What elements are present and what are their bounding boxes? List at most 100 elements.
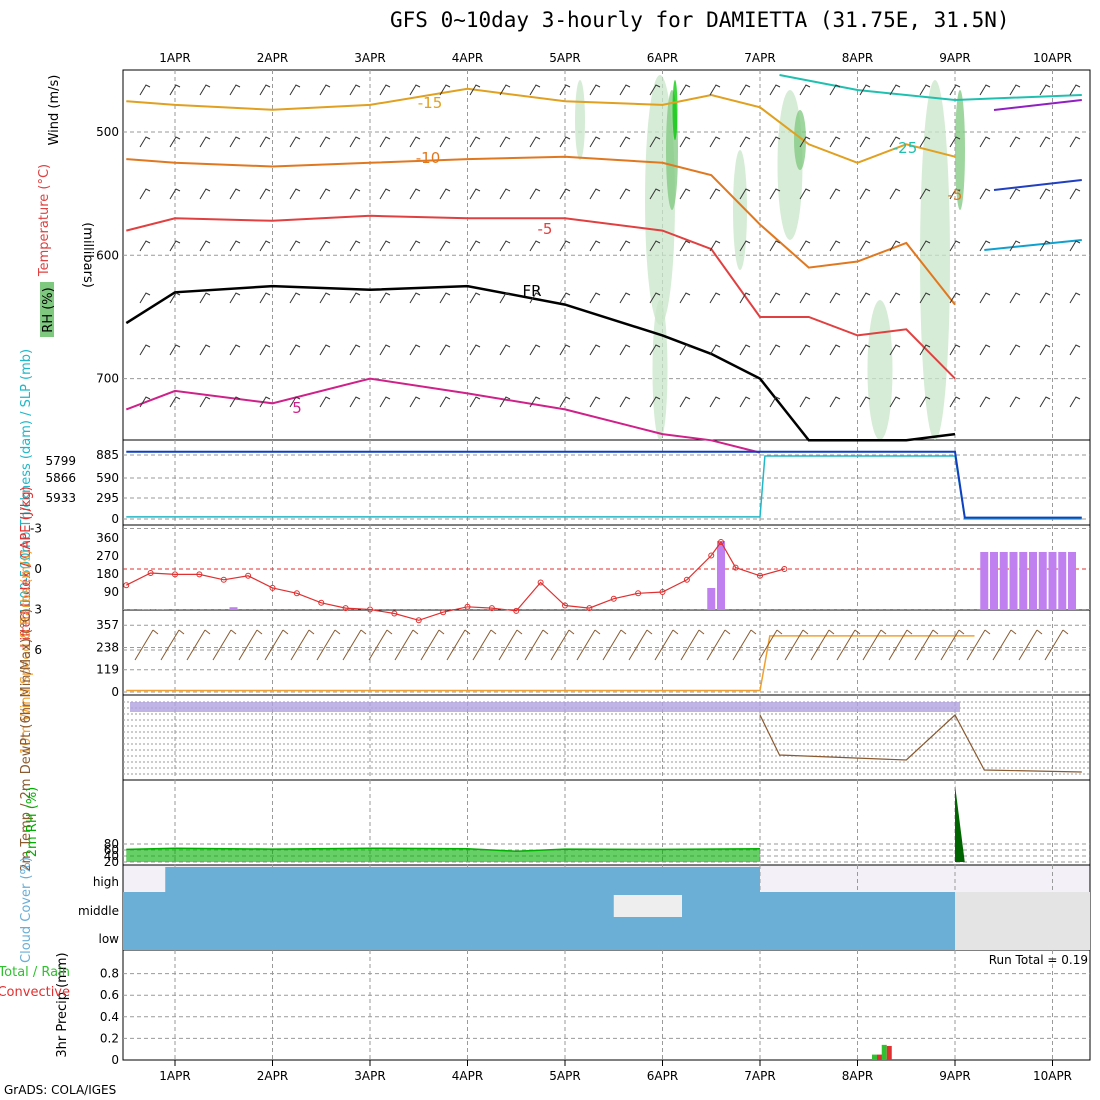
wind-barb	[829, 292, 841, 304]
wind-barb	[139, 344, 151, 356]
y-tick-label: 500	[96, 125, 119, 139]
wind-barb	[649, 136, 661, 148]
rh-shading	[733, 150, 747, 270]
wind-barb	[1039, 344, 1051, 356]
thickness-tick-label: 5866	[45, 471, 76, 485]
wind-barb	[619, 396, 631, 408]
temperature-contour	[125, 284, 956, 442]
wind-barb	[589, 396, 601, 408]
wind-barb	[264, 629, 289, 661]
wind-barb	[439, 344, 451, 356]
x-tick-label-bottom: 6APR	[647, 1069, 678, 1083]
x-tick-label-bottom: 10APR	[1033, 1069, 1072, 1083]
legend-wind: Wind (m/s)	[47, 75, 62, 146]
wind-barb	[889, 136, 901, 148]
lifted-index-point	[732, 564, 739, 571]
lifted-index-point	[147, 570, 154, 577]
wind-barb	[199, 344, 211, 356]
wind-barb	[394, 629, 419, 661]
wind-barb	[439, 136, 451, 148]
wind-barb	[679, 136, 691, 148]
wind-barb	[559, 344, 571, 356]
temperature-contour	[125, 377, 761, 454]
wind-barb	[949, 188, 961, 200]
wind-barb	[799, 136, 811, 148]
cape-bar	[980, 552, 989, 610]
contour-label: -25	[893, 139, 918, 157]
wind-barb	[619, 344, 631, 356]
wind-barb	[169, 240, 181, 252]
wind-barb	[619, 240, 631, 252]
cape-bar	[1029, 552, 1037, 610]
wind-barb	[949, 344, 961, 356]
wind-barb	[439, 84, 451, 96]
lifted-index-point	[293, 590, 300, 597]
chart-title: GFS 0~10day 3-hourly for DAMIETTA (31.75…	[390, 8, 1010, 32]
wind-barb	[649, 396, 661, 408]
wind-barb	[799, 84, 811, 96]
wind-barb	[469, 396, 481, 408]
cloud-low-mid	[123, 892, 955, 950]
wind-barb	[342, 629, 367, 661]
wind-barb	[914, 629, 939, 661]
wind-barb	[1039, 84, 1051, 96]
wind-barb	[529, 188, 541, 200]
rh-shading	[794, 110, 806, 170]
wind-barb	[919, 292, 931, 304]
x-tick-label-bottom: 4APR	[452, 1069, 483, 1083]
wind-barb	[709, 136, 721, 148]
cape-bar	[1068, 552, 1076, 610]
wind-barb	[199, 188, 211, 200]
y-tick-label: 600	[96, 248, 119, 262]
wind-barb	[199, 396, 211, 408]
wind-barb	[319, 136, 331, 148]
wind-barb	[199, 292, 211, 304]
y-tick-label: 295	[96, 491, 119, 505]
rh-spike	[955, 785, 965, 862]
y-axis-label: 10m Wind Speed & Barbs (m/s)	[19, 550, 34, 755]
cape-bar	[156, 609, 165, 610]
wind-barb	[859, 292, 871, 304]
y-tick-label: 357	[96, 618, 119, 632]
wind-barb	[829, 396, 841, 408]
wind-barb	[680, 629, 705, 661]
wind-barb	[529, 396, 541, 408]
cape-bar	[999, 552, 1008, 610]
rh-shading	[652, 300, 668, 440]
wind-barb	[940, 629, 965, 661]
wind-barb	[229, 188, 241, 200]
cape-bar	[990, 552, 998, 610]
lifted-index-line	[126, 540, 785, 621]
wind-barb	[409, 188, 421, 200]
wind-barb	[919, 240, 931, 252]
wind-barb	[499, 240, 511, 252]
wind-barb	[499, 136, 511, 148]
wind-barb	[758, 629, 783, 661]
lifted-index-point	[513, 607, 520, 614]
wind-barb	[469, 84, 481, 96]
temperature-contour	[779, 74, 1082, 102]
y-tick-label: 700	[96, 372, 119, 386]
wind-barb	[259, 136, 271, 148]
legend-temperature: Temperature (°C)	[37, 164, 52, 277]
wind-barb	[889, 84, 901, 96]
slp-line	[126, 450, 1082, 519]
wind-barb	[649, 292, 661, 304]
wind-barb	[679, 188, 691, 200]
lifted-index-point	[610, 595, 617, 602]
wind-barb	[829, 240, 841, 252]
wind-barb	[259, 292, 271, 304]
wind-barb	[919, 344, 931, 356]
wind-barb	[499, 396, 511, 408]
wind-barb	[289, 84, 301, 96]
wind-barb	[349, 396, 361, 408]
wind-barb	[409, 344, 421, 356]
wind-barb	[619, 292, 631, 304]
wind-barb	[1039, 396, 1051, 408]
lifted-index-point	[488, 605, 495, 612]
wind-barb	[529, 136, 541, 148]
wind-barb	[529, 240, 541, 252]
wind-barb	[259, 84, 271, 96]
y-tick-label: 0.6	[100, 988, 119, 1002]
wind-barb	[966, 629, 991, 661]
